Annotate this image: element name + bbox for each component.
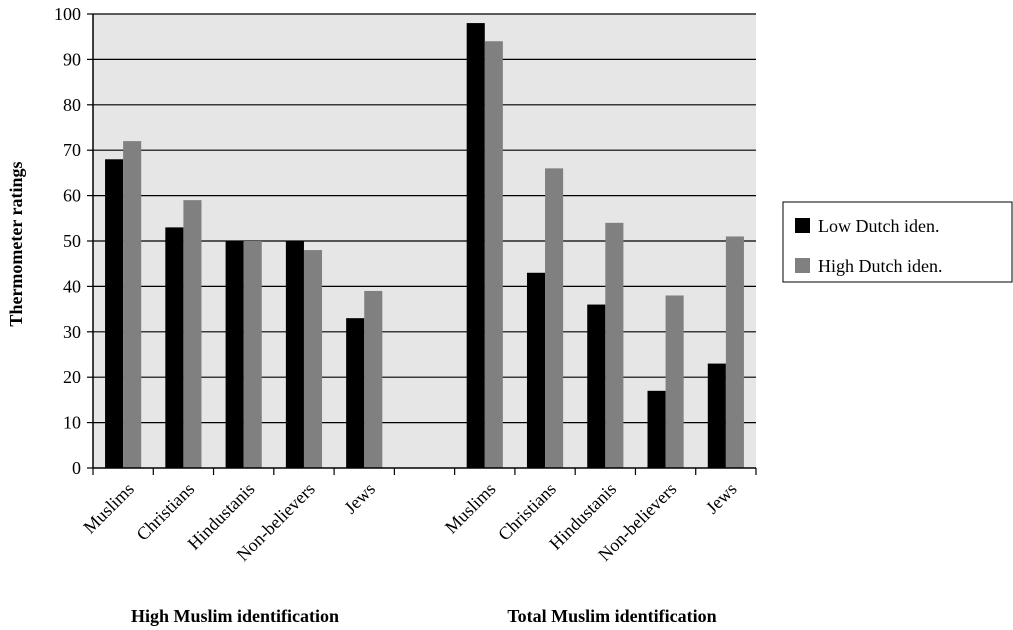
- y-axis-label: Thermometer ratings: [6, 161, 26, 326]
- bar-high-dutch-christians: [183, 200, 202, 468]
- bar-low-dutch-jews: [707, 363, 726, 468]
- bar-high-dutch-christians: [545, 168, 564, 469]
- y-tick-label: 60: [63, 186, 81, 206]
- bar-high-dutch-non-believers: [665, 295, 684, 468]
- bar-low-dutch-jews: [346, 318, 365, 468]
- y-tick-label: 20: [63, 367, 81, 387]
- bar-low-dutch-muslims: [105, 159, 124, 468]
- y-tick-label: 100: [54, 4, 81, 24]
- y-tick-label: 50: [63, 231, 81, 251]
- category-label: Jews: [702, 479, 741, 518]
- legend: Low Dutch iden. High Dutch iden.: [782, 201, 1013, 283]
- legend-box: [782, 201, 1013, 283]
- category-label: Muslims: [79, 479, 138, 538]
- group-label-high: High Muslim identification: [131, 606, 339, 626]
- category-label: Muslims: [441, 479, 500, 538]
- bar-low-dutch-hindustanis: [587, 304, 606, 468]
- legend-label-low: Low Dutch iden.: [818, 216, 939, 236]
- bar-high-dutch-jews: [725, 236, 744, 468]
- y-tick-label: 90: [63, 49, 81, 69]
- gridlines: [93, 13, 756, 424]
- bar-low-dutch-non-believers: [285, 241, 304, 468]
- group-label-total: Total Muslim identification: [507, 606, 716, 626]
- y-tick-label: 40: [63, 276, 81, 296]
- bar-low-dutch-hindustanis: [225, 241, 244, 468]
- y-tick-label: 80: [63, 95, 81, 115]
- y-tick-label: 70: [63, 140, 81, 160]
- x-ticks: [92, 468, 757, 475]
- legend-swatch-low: [795, 218, 810, 233]
- y-tick-label: 0: [72, 458, 81, 478]
- bar-high-dutch-muslims: [123, 141, 142, 468]
- bars: [105, 23, 744, 469]
- y-tick-label: 30: [63, 322, 81, 342]
- bar-low-dutch-christians: [526, 272, 546, 468]
- bar-low-dutch-non-believers: [647, 390, 666, 468]
- y-ticks: 0 10 20 30 40 50 60 70 80 90 100: [54, 4, 93, 478]
- legend-swatch-high: [795, 258, 810, 273]
- bar-high-dutch-jews: [364, 290, 383, 468]
- legend-label-high: High Dutch iden.: [818, 256, 942, 276]
- category-labels: MuslimsChristiansHindustanisNon-believer…: [79, 479, 740, 565]
- y-tick-label: 10: [63, 413, 81, 433]
- bar-high-dutch-hindustanis: [243, 241, 262, 468]
- category-label: Jews: [340, 479, 379, 518]
- bar-high-dutch-non-believers: [303, 250, 323, 468]
- bar-high-dutch-hindustanis: [605, 222, 624, 468]
- bar-low-dutch-christians: [165, 227, 184, 468]
- bar-low-dutch-muslims: [466, 23, 485, 469]
- bar-high-dutch-muslims: [484, 41, 503, 469]
